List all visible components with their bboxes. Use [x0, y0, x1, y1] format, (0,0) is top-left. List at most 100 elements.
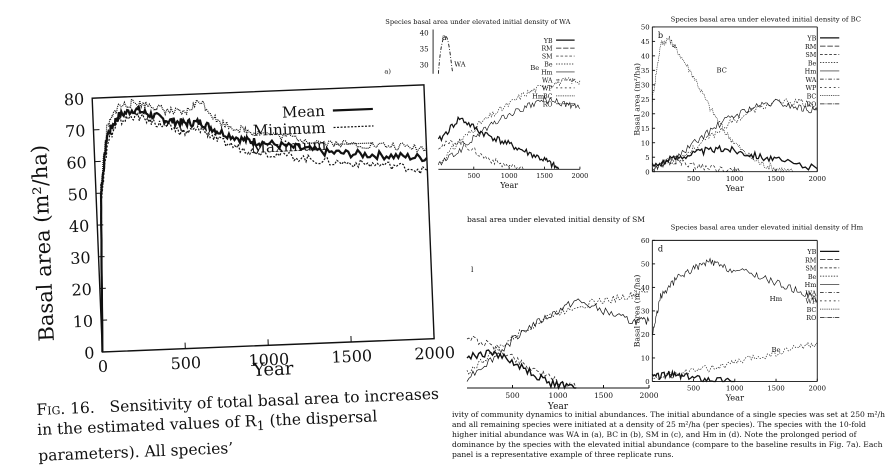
panel-series-be [652, 341, 818, 381]
panel-series-yb [466, 349, 577, 391]
panel-series-be [466, 288, 650, 376]
fig16-chart: Basal area (m²/ha) Year 0 10 20 30 40 50 60 70 8… [27, 84, 455, 381]
fig7-panel-a: Species basal area under elevated initia… [384, 18, 588, 190]
fig7-panel-d: Species basal area under elevated initia… [634, 223, 864, 402]
panel-title: Species basal area under elevated initia… [671, 15, 861, 23]
legend-label: BC [543, 94, 553, 101]
fig16-legend-label: Mean [282, 102, 326, 122]
panel-series-be [652, 97, 818, 173]
panel-series-yb [651, 144, 818, 171]
legend-label: Hm [805, 68, 817, 76]
panel-y-tick-label: 20 [641, 111, 650, 119]
panel-series-sm [466, 335, 577, 389]
panel-x-tick-label: 1000 [726, 175, 743, 183]
panel-x-tick-label: 500 [687, 385, 700, 393]
legend-label: Be [808, 273, 817, 281]
panel-x-axis-label: Year [499, 181, 518, 190]
fig16-series-maximum [100, 98, 427, 352]
fig16-y-tick-label: 30 [70, 248, 91, 268]
fig16-x-tick-label: 1500 [331, 346, 372, 367]
panel-y-tick-label: 5 [645, 154, 649, 162]
panel-series-bc [652, 35, 793, 173]
fig16-y-tick-label: 10 [72, 312, 93, 332]
fig16-legend-swatch [333, 125, 374, 129]
legend-label: RO [806, 101, 816, 109]
panel-series-hm [652, 99, 818, 171]
fig16-legend-swatch [334, 142, 375, 146]
panel-x-tick-label: 1000 [501, 172, 518, 180]
legend-label: RO [806, 314, 816, 322]
panel-series-sm [652, 157, 744, 173]
panel-x-tick-label: 1500 [767, 385, 784, 393]
panel-letter: a [442, 33, 447, 42]
panel-y-tick-label: 50 [641, 261, 650, 269]
legend-label: RM [805, 256, 817, 264]
panel-x-axis-label: Year [725, 183, 745, 193]
panel-series-hm [466, 298, 650, 382]
fig16-x-tick-label: 2000 [414, 343, 455, 364]
panel-letter: d [658, 243, 664, 253]
panel-series-yb [651, 369, 735, 383]
fig16-legend-label: Minimum [253, 119, 326, 140]
fig16-x-tick-label: 500 [170, 353, 201, 373]
panel-series-sm [438, 138, 524, 170]
legend-label: YB [806, 248, 816, 256]
panel-y-tick-label: 0 [645, 378, 649, 386]
fig7-panel-b: Species basal area under elevated initia… [634, 15, 861, 193]
panel-y-tick-label: 35 [641, 67, 650, 75]
legend-label: Hm [541, 70, 552, 77]
panel-y-tick-label: 40 [641, 284, 650, 292]
panel-y-tick-label: 10 [641, 355, 650, 363]
legend-label: Be [808, 59, 817, 67]
legend-label: WA [805, 289, 816, 297]
panel-y-tick-label: 15 [641, 125, 650, 133]
panel-y-tick-label: 50 [641, 24, 650, 32]
legend-label: RO [543, 101, 553, 108]
legend-label: SM [542, 54, 553, 61]
legend-label: Hm [805, 281, 817, 289]
panel-x-tick-label: 500 [467, 172, 480, 180]
panel-x-tick-label: 2000 [639, 391, 658, 400]
panel-x-axis-label: Year [547, 402, 569, 410]
panel-series-yb [437, 115, 560, 170]
panel-title: Species basal area under elevated initia… [385, 18, 570, 26]
legend-label: BC [807, 92, 817, 100]
fig16-y-axis-label: Basal area (m²/ha) [27, 145, 59, 342]
annotation-wa: WA [454, 61, 465, 69]
panel-y-tick-label: 45 [641, 38, 650, 46]
panel-series-hm [438, 95, 581, 166]
inset-tick-label: 30 [420, 61, 429, 70]
fig16-y-tick-label: 50 [67, 185, 88, 205]
fig16-x-tick-label: 1000 [248, 349, 289, 370]
legend-label: SM [805, 51, 816, 59]
panel-x-tick-label: 1500 [767, 175, 784, 183]
panel-title: Species basal area under elevated initia… [671, 223, 864, 231]
panel-series-be [438, 76, 581, 166]
annotation-bc: BC [716, 67, 726, 75]
panel-y-tick-label: 0 [645, 168, 649, 176]
legend-label: RM [542, 46, 554, 53]
annotation-hm: Hm [770, 295, 783, 303]
fig7-panel-c: basal area under elevated initial densit… [466, 215, 659, 410]
annotation-be: Be [530, 64, 539, 72]
fig16-caption-label: Fig. 16. [36, 398, 96, 419]
panel-x-tick-label: 1500 [594, 391, 613, 400]
fig16-y-tick-label: 70 [65, 121, 86, 141]
legend-label: Be [544, 62, 553, 69]
panel-title: basal area under elevated initial densit… [467, 215, 645, 224]
panel-y-tick-label: 20 [641, 331, 650, 339]
legend-label: WP [542, 86, 553, 93]
fig16-y-tick-label: 0 [84, 343, 95, 362]
panel-x-tick-label: 1000 [726, 385, 743, 393]
panel-x-tick-label: 500 [687, 175, 700, 183]
panel-y-tick-label: 60 [641, 237, 650, 245]
panel-y-label-fragment: a) [384, 68, 391, 76]
legend-label: RM [805, 43, 817, 51]
panel-y-tick-label: 25 [641, 96, 650, 104]
panel-x-tick-label: 2000 [571, 172, 588, 180]
legend-label: WA [542, 78, 553, 85]
panel-x-tick-label: 2000 [809, 175, 826, 183]
fig16-x-tick-label: 0 [97, 357, 108, 376]
fig16-legend-label: Maximum [250, 136, 326, 157]
panel-y-tick-label: 40 [641, 53, 650, 61]
